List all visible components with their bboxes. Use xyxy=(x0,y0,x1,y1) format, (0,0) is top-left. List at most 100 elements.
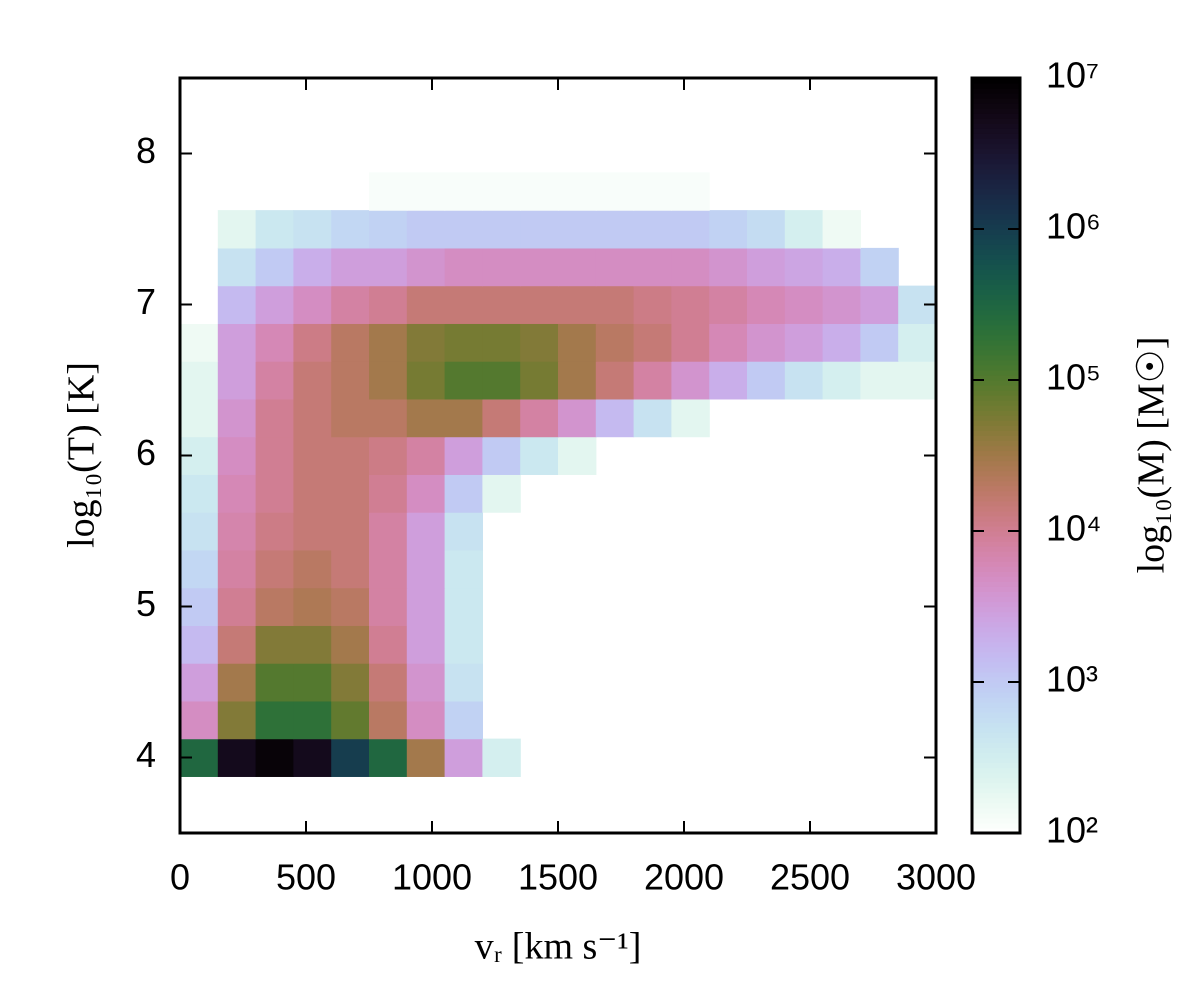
heat-cell xyxy=(595,398,635,438)
heat-cell xyxy=(822,361,861,400)
colorbar-gradient xyxy=(972,546,1020,552)
heat-cell xyxy=(709,210,748,249)
colorbar-gradient xyxy=(972,183,1020,190)
heat-cell xyxy=(331,247,370,287)
colorbar-gradient xyxy=(972,349,1020,356)
colorbar-gradient xyxy=(972,490,1020,497)
heat-cell xyxy=(331,436,370,475)
heat-cell xyxy=(822,247,861,287)
colorbar-gradient xyxy=(972,304,1020,311)
colorbar-gradient xyxy=(972,742,1020,749)
colorbar-gradient xyxy=(972,792,1020,799)
colorbar-gradient xyxy=(972,309,1020,316)
colorbar-gradient xyxy=(972,264,1020,270)
y-tick-label: 7 xyxy=(136,281,156,322)
heat-cell xyxy=(633,398,672,438)
colorbar-gradient xyxy=(972,410,1020,416)
heat-cell xyxy=(482,285,521,324)
heat-cell xyxy=(369,210,408,249)
colorbar-gradient xyxy=(972,108,1020,114)
heat-cell xyxy=(331,398,370,438)
heat-cell xyxy=(217,738,257,777)
colorbar-gradient xyxy=(972,158,1020,165)
colorbar-gradient xyxy=(972,229,1020,235)
heat-cell xyxy=(444,361,483,400)
colorbar-gradient xyxy=(972,611,1020,618)
colorbar-gradient xyxy=(972,787,1020,794)
heat-cell xyxy=(671,247,710,287)
heat-cell xyxy=(709,247,748,287)
heat-cell xyxy=(444,323,483,362)
heat-cell xyxy=(293,700,332,740)
heat-cell xyxy=(558,361,597,400)
x-tick-label: 0 xyxy=(170,857,190,898)
y-axis-title: log₁₀(T) [K] xyxy=(61,362,103,548)
colorbar-gradient xyxy=(972,188,1020,195)
heat-cell xyxy=(633,285,672,324)
colorbar-gradient xyxy=(972,682,1020,688)
colorbar-gradient xyxy=(972,556,1020,562)
colorbar-gradient xyxy=(972,687,1020,693)
colorbar-gradient xyxy=(972,626,1020,633)
heat-cell xyxy=(293,663,332,702)
colorbar-gradient xyxy=(972,213,1020,220)
colorbar-gradient xyxy=(972,651,1020,658)
heat-cell xyxy=(671,285,710,324)
heat-cell xyxy=(217,549,257,589)
heat-cell xyxy=(633,323,672,362)
colorbar-gradient xyxy=(972,616,1020,623)
heat-cell xyxy=(255,625,294,664)
colorbar-gradient xyxy=(972,254,1020,260)
colorbar-gradient xyxy=(972,551,1020,557)
colorbar-tick-label: 10² xyxy=(1046,810,1098,851)
colorbar-gradient xyxy=(972,83,1020,89)
heat-cell xyxy=(898,361,937,400)
colorbar-gradient xyxy=(972,223,1020,230)
heat-cell xyxy=(331,663,370,702)
heat-cell xyxy=(444,436,483,475)
heat-cell xyxy=(293,398,332,438)
colorbar-gradient xyxy=(972,329,1020,336)
heat-cell xyxy=(444,549,483,589)
colorbar-gradient xyxy=(972,495,1020,502)
colorbar-gradient xyxy=(972,666,1020,673)
heat-cell xyxy=(520,210,559,249)
heat-cell xyxy=(444,738,483,777)
heat-cell xyxy=(293,247,332,287)
heat-cell xyxy=(217,700,257,740)
heat-cell xyxy=(558,285,597,324)
colorbar-gradient xyxy=(972,661,1020,668)
colorbar-gradient xyxy=(972,636,1020,643)
colorbar-gradient xyxy=(972,208,1020,215)
colorbar-gradient xyxy=(972,113,1020,119)
colorbar-gradient xyxy=(972,435,1020,441)
heat-cell xyxy=(822,210,861,249)
colorbar-gradient xyxy=(972,93,1020,99)
colorbar-gradient xyxy=(972,676,1020,683)
heat-cell xyxy=(369,663,408,702)
colorbar-gradient xyxy=(972,395,1020,401)
heat-cell xyxy=(671,172,710,211)
heat-cell xyxy=(898,323,937,362)
heat-cell xyxy=(180,398,219,438)
colorbar-gradient xyxy=(972,802,1020,809)
heat-cell xyxy=(255,210,294,249)
colorbar-gradient xyxy=(972,712,1020,718)
heat-cell xyxy=(520,285,559,324)
heat-cell xyxy=(747,285,786,324)
colorbar-gradient xyxy=(972,178,1020,185)
heat-cell xyxy=(293,512,332,551)
heat-cell xyxy=(860,361,899,400)
heat-cell xyxy=(293,285,332,324)
heat-cell xyxy=(255,398,294,438)
colorbar-gradient xyxy=(972,536,1020,542)
colorbar-gradient xyxy=(972,505,1020,512)
colorbar-tick-label: 10⁶ xyxy=(1046,206,1101,247)
colorbar-gradient xyxy=(972,339,1020,346)
heat-cell xyxy=(406,663,446,702)
colorbar-gradient xyxy=(972,249,1020,255)
colorbar-gradient xyxy=(972,797,1020,804)
heat-cell xyxy=(180,625,219,664)
colorbar-gradient xyxy=(972,203,1020,210)
colorbar-gradient xyxy=(972,822,1020,829)
